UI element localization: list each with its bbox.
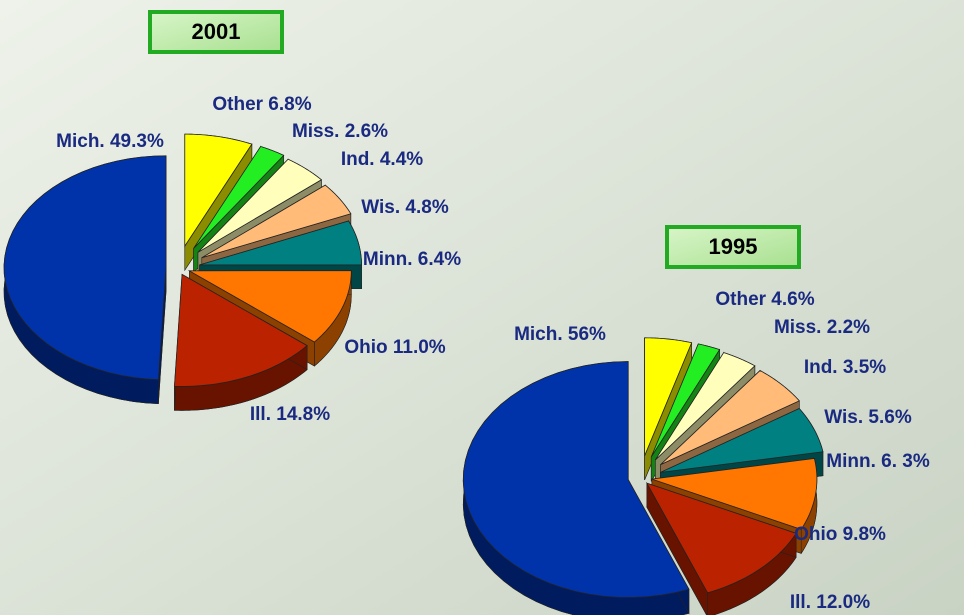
slice [184,133,253,248]
slice [645,482,797,594]
slice [462,361,690,598]
slice [197,158,323,253]
slice [651,458,818,530]
chart-title: 2001 [192,19,241,44]
title-box [665,225,801,269]
data-label: Minn. 6. 3% [826,451,930,472]
slice [187,270,352,343]
data-label: Ohio 11.0% [344,337,445,358]
data-label: Mich. 49.3% [56,131,164,152]
slice [644,337,693,456]
data-label: Other 6.8% [212,94,311,115]
data-label: Miss. 2.6% [292,121,388,142]
data-label: Mich. 56% [514,324,606,345]
slice [650,343,721,458]
title-box [148,10,284,54]
data-label: Minn. 6.4% [363,249,461,270]
slice [174,273,308,387]
data-label: Ind. 4.4% [341,149,423,170]
slice [201,184,352,259]
slice [3,155,167,381]
chart-title: 1995 [709,234,758,259]
slice [660,408,824,473]
data-label: Other 4.6% [715,289,814,310]
slice [193,146,285,249]
slice [655,352,756,461]
data-label: Ohio 9.8% [794,524,886,545]
data-label: Miss. 2.2% [774,317,870,338]
slice [199,220,362,266]
data-label: Ill. 12.0% [790,592,870,613]
data-label: Ill. 14.8% [250,404,330,425]
data-label: Wis. 5.6% [824,407,912,428]
slice [660,370,800,466]
data-label: Ind. 3.5% [804,357,886,378]
data-label: Wis. 4.8% [361,197,449,218]
